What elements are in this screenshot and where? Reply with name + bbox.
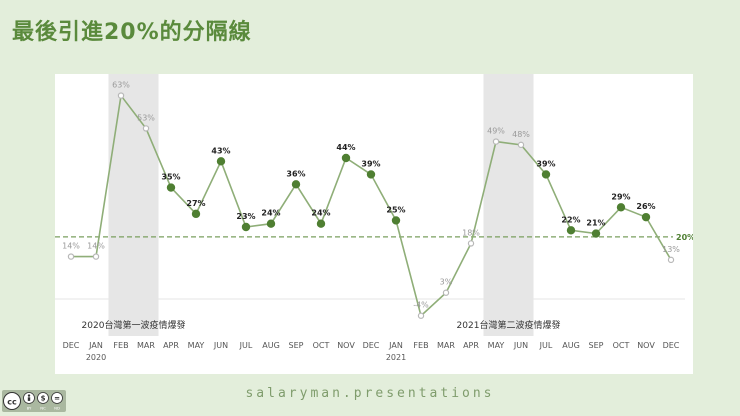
data-label-6: 43%	[211, 146, 230, 155]
x-tick-label-22: OCT	[613, 341, 630, 350]
data-label-11: 44%	[336, 143, 355, 152]
data-point-8	[266, 219, 276, 228]
svg-text:cc: cc	[7, 398, 17, 407]
data-label-4: 35%	[161, 173, 180, 182]
cc-license-badge: cc $ = BY NC ND	[2, 390, 66, 412]
x-tick-label-2: FEB	[113, 341, 128, 350]
data-label-9: 36%	[286, 169, 305, 178]
threshold-label: 20%	[676, 233, 693, 242]
data-label-16: 18%	[462, 228, 480, 237]
x-tick-label-15: MAR	[437, 341, 455, 350]
data-label-22: 29%	[611, 192, 630, 201]
data-point-7	[241, 222, 251, 232]
data-point-21	[591, 229, 601, 238]
data-label-7: 23%	[236, 212, 255, 221]
data-point-19	[541, 170, 551, 179]
x-tick-label-23: NOV	[637, 341, 655, 350]
data-label-24: 13%	[662, 245, 680, 254]
license-label-nc: NC	[40, 406, 46, 411]
page-title: 最後引進20%的分隔線	[12, 20, 252, 45]
data-point-22	[616, 203, 626, 212]
data-point-3	[142, 125, 150, 132]
data-point-18	[517, 141, 525, 149]
footer-brand: salaryman.presentations	[245, 386, 495, 401]
data-point-23	[641, 212, 651, 222]
data-point-12	[366, 170, 376, 179]
data-point-0	[67, 253, 75, 260]
data-point-4	[166, 183, 176, 192]
data-label-2: 63%	[112, 81, 130, 90]
data-label-19: 39%	[536, 159, 555, 168]
x-tick-label-18: JUN	[513, 341, 528, 350]
data-label-17: 49%	[487, 127, 505, 136]
data-point-5	[191, 209, 201, 219]
nc-icon	[37, 392, 49, 404]
x-tick-label-24: DEC	[663, 341, 680, 350]
data-point-2	[117, 92, 125, 99]
data-label-5: 27%	[186, 199, 205, 208]
x-tick-label-6: JUN	[213, 341, 228, 350]
data-point-16	[467, 240, 475, 247]
data-label-0: 14%	[62, 242, 80, 251]
x-tick-label-0: DEC	[63, 341, 80, 350]
license-label-by: BY	[27, 406, 32, 411]
x-tick-label-3: MAR	[137, 341, 155, 350]
year-label-0: 2020	[86, 353, 106, 362]
chart-panel: 20% 14% 14% 63% 53% 35% 27% 43% 23% 24% 36% 24% 44% 3…	[55, 74, 693, 374]
x-tick-label-17: MAY	[488, 341, 505, 350]
x-tick-label-9: SEP	[289, 341, 304, 350]
nd-icon	[51, 392, 63, 404]
data-label-18: 48%	[512, 130, 530, 139]
x-tick-label-14: FEB	[413, 341, 428, 350]
x-tick-label-10: OCT	[313, 341, 330, 350]
data-point-15	[442, 289, 450, 296]
data-label-14: -4%	[413, 301, 429, 310]
x-tick-label-7: JUL	[239, 341, 253, 350]
series-line	[71, 93, 672, 318]
period-label-0: 2020台灣第一波疫情爆發	[82, 319, 186, 331]
data-label-10: 24%	[311, 209, 330, 218]
x-tick-label-1: JAN	[88, 341, 103, 350]
data-label-20: 22%	[561, 215, 580, 224]
x-tick-label-20: AUG	[562, 341, 580, 350]
x-tick-label-4: APR	[163, 341, 179, 350]
cc-icon	[3, 392, 21, 410]
data-label-8: 24%	[261, 209, 280, 218]
license-label-nd: ND	[54, 406, 60, 411]
data-point-14	[417, 312, 425, 319]
data-label-13: 25%	[386, 205, 405, 214]
line-chart: 20% 14% 14% 63% 53% 35% 27% 43% 23% 24% 36% 24% 44% 3…	[55, 74, 693, 362]
x-tick-label-21: SEP	[589, 341, 604, 350]
svg-text:=: =	[54, 395, 60, 403]
year-label-1: 2021	[386, 353, 406, 362]
x-tick-label-19: JUL	[539, 341, 553, 350]
data-point-1	[92, 253, 100, 260]
period-label-1: 2021台灣第二波疫情爆發	[457, 319, 561, 331]
x-tick-label-12: DEC	[363, 341, 380, 350]
svg-text:$: $	[41, 395, 46, 403]
data-point-6	[216, 157, 226, 166]
data-label-3: 53%	[137, 113, 155, 122]
data-label-21: 21%	[586, 219, 605, 228]
x-tick-label-8: AUG	[262, 341, 280, 350]
shaded-period-1	[483, 74, 534, 336]
data-point-11	[341, 153, 351, 163]
data-point-13	[391, 216, 401, 225]
x-tick-label-16: APR	[463, 341, 479, 350]
data-point-20	[566, 226, 576, 235]
data-label-23: 26%	[636, 202, 655, 211]
data-label-12: 39%	[361, 159, 380, 168]
x-tick-label-5: MAY	[188, 341, 205, 350]
x-tick-label-11: NOV	[337, 341, 355, 350]
data-label-1: 14%	[87, 242, 105, 251]
x-tick-label-13: JAN	[388, 341, 403, 350]
data-point-24	[667, 256, 675, 264]
data-point-9	[291, 180, 301, 189]
data-point-10	[316, 219, 326, 228]
data-point-17	[492, 138, 500, 145]
data-label-15: 3%	[440, 278, 453, 287]
